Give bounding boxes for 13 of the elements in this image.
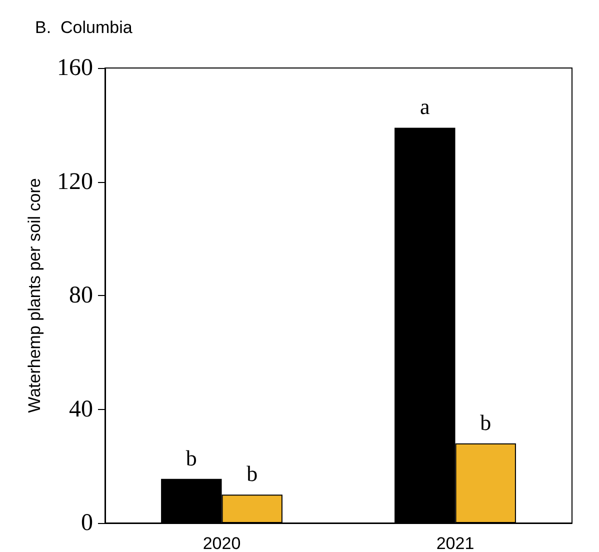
y-axis-title: Waterhemp plants per soil core [25, 178, 44, 413]
data-label: b [246, 461, 258, 486]
y-tick-label: 80 [69, 282, 93, 308]
y-tick-label: 120 [57, 168, 93, 195]
chart-title: B. Columbia [35, 18, 133, 37]
x-tick-label: 2020 [202, 534, 241, 552]
x-tick-label: 2021 [436, 534, 474, 552]
y-tick-label: 160 [57, 55, 93, 81]
data-label: a [420, 94, 430, 120]
data-label: b [186, 445, 197, 470]
y-tick-label: 40 [69, 396, 93, 422]
data-label: b [480, 410, 492, 435]
y-tick-label: 0 [81, 510, 93, 536]
